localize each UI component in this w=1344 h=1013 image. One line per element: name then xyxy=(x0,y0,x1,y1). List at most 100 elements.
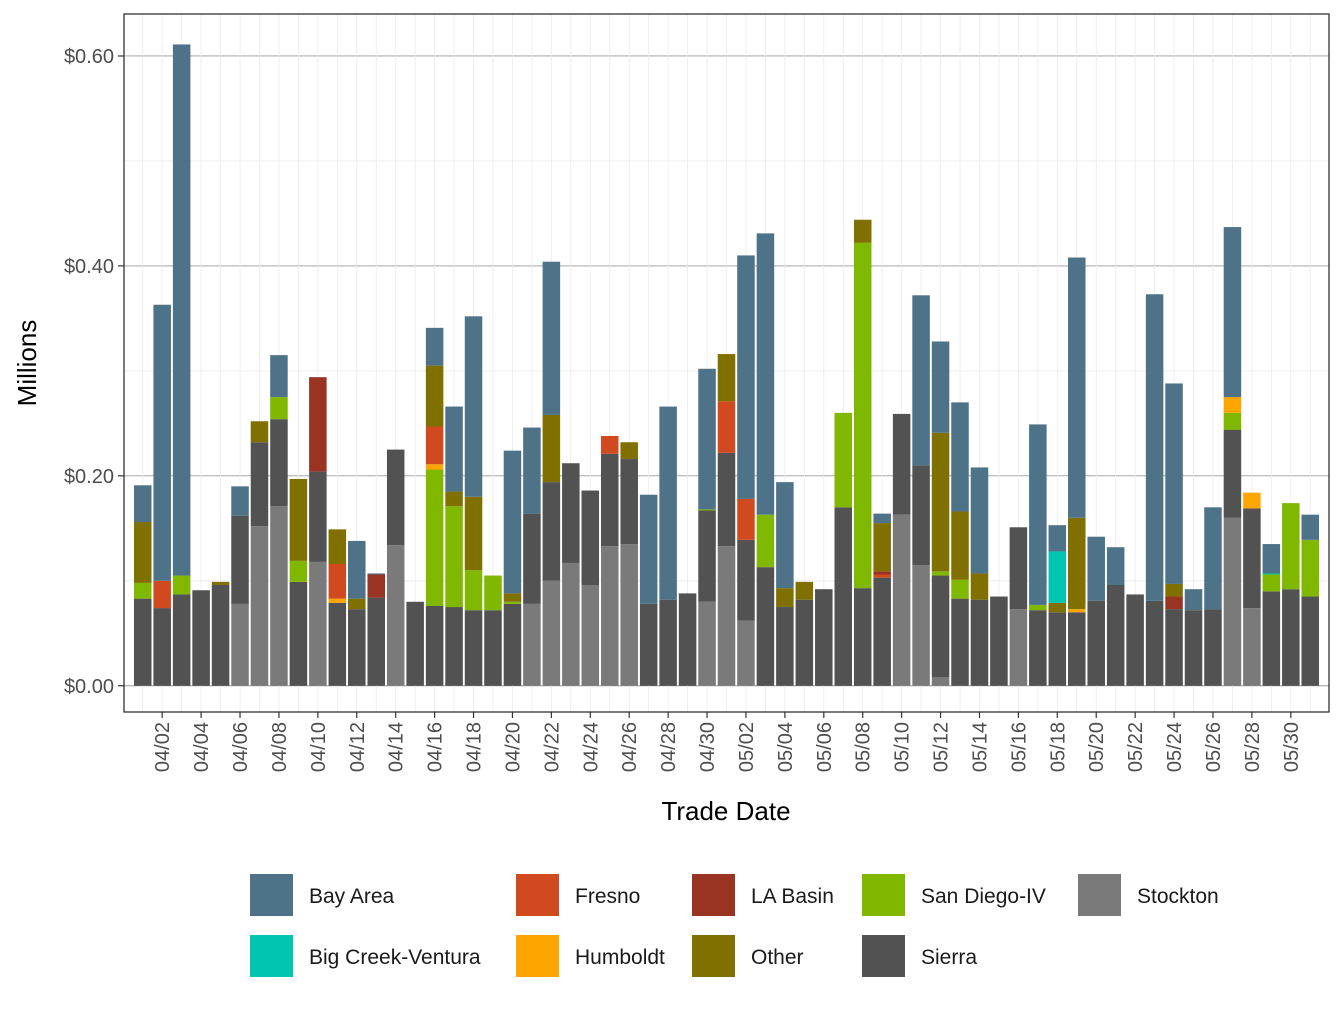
bar-segment-humboldt-04-16 xyxy=(425,464,444,470)
bar-segment-other-04-01 xyxy=(133,522,152,583)
legend-swatch-la-basin xyxy=(692,874,735,916)
bar-segment-bay-area-05-27 xyxy=(1223,227,1242,398)
legend-label-other: Other xyxy=(751,946,804,969)
bar-segment-bay-area-05-19 xyxy=(1068,257,1086,518)
bar-segment-sierra-05-16 xyxy=(1009,527,1028,610)
bar-segment-stockton-04-30 xyxy=(698,601,716,686)
bar-segment-bay-area-05-18 xyxy=(1048,525,1067,552)
bar-segment-stockton-05-27 xyxy=(1223,517,1242,686)
bar-segment-sierra-04-13 xyxy=(367,597,385,686)
bar-segment-stockton-05-12 xyxy=(931,677,950,686)
x-axis: 04/02 04/04 04/06 04/08 04/10 04/12 04/14 04/16… xyxy=(152,712,1303,772)
bar-segment-stockton-04-21 xyxy=(523,603,541,686)
bar-segment-fresno-04-16 xyxy=(425,426,444,465)
bar-segment-sierra-05-06 xyxy=(815,589,833,686)
bar-segment-san-diego-iv-05-29 xyxy=(1262,574,1281,592)
bar-segment-bay-area-05-29 xyxy=(1262,544,1281,574)
bar-segment-san-diego-iv-04-19 xyxy=(484,575,502,611)
bar-segment-other-04-12 xyxy=(348,598,366,610)
bar-segment-sierra-05-12 xyxy=(931,575,950,678)
bar-segment-other-05-24 xyxy=(1165,583,1183,597)
plot-border xyxy=(123,13,1330,713)
bar-segment-other-05-12 xyxy=(931,432,950,572)
y-tick-label: $0.00 xyxy=(64,676,114,698)
y-axis-title: Millions xyxy=(12,320,42,407)
legend-swatch-other xyxy=(692,935,735,977)
bar-segment-fresno-05-01 xyxy=(717,401,736,453)
bar-segment-other-04-09 xyxy=(289,478,308,561)
bar-segment-la-basin-04-10 xyxy=(309,377,327,472)
bar-segment-bay-area-05-02 xyxy=(737,255,755,499)
x-tick-label: 05/08 xyxy=(853,722,875,772)
bar-segment-sierra-05-14 xyxy=(970,599,989,686)
bar-segment-sierra-04-04 xyxy=(192,590,210,686)
bar-segment-sierra-05-05 xyxy=(795,599,814,686)
bar-segment-san-diego-iv-04-09 xyxy=(289,560,308,582)
x-tick-label: 04/02 xyxy=(152,722,174,772)
bar-segment-bay-area-05-24 xyxy=(1165,383,1183,584)
bar-segment-other-04-05 xyxy=(211,581,230,585)
bar-segment-humboldt-05-19 xyxy=(1068,609,1086,613)
bar-segment-sierra-05-01 xyxy=(717,452,736,547)
bar-segment-bay-area-05-04 xyxy=(776,482,794,589)
y-tick-label: $0.60 xyxy=(64,46,114,68)
x-tick-label: 04/26 xyxy=(619,722,641,772)
bar-segment-sierra-04-08 xyxy=(270,419,288,507)
bar-segment-other-05-14 xyxy=(970,573,989,600)
legend-label-big-creek-ventura: Big Creek-Ventura xyxy=(309,946,481,969)
x-tick-label: 05/26 xyxy=(1203,722,1225,772)
bar-segment-other-04-11 xyxy=(328,529,347,565)
y-tick-label: $0.20 xyxy=(64,466,114,488)
legend-swatch-san-diego-iv xyxy=(862,874,905,916)
bar-segment-san-diego-iv-05-17 xyxy=(1029,604,1047,611)
bar-segment-fresno-05-02 xyxy=(737,498,755,540)
bars xyxy=(133,44,1320,686)
legend-swatch-sierra xyxy=(862,935,905,977)
x-tick-label: 04/12 xyxy=(347,722,369,772)
bar-segment-bay-area-04-30 xyxy=(698,368,716,510)
bar-segment-sierra-05-21 xyxy=(1106,584,1125,686)
legend-label-sierra: Sierra xyxy=(921,946,977,969)
bar-segment-san-diego-iv-04-30 xyxy=(698,509,716,511)
x-tick-label: 05/02 xyxy=(736,722,758,772)
bar-segment-bay-area-05-26 xyxy=(1204,507,1222,610)
bar-segment-bay-area-04-22 xyxy=(542,261,561,415)
x-tick-label: 05/06 xyxy=(814,722,836,772)
bar-segment-san-diego-iv-05-30 xyxy=(1282,503,1300,590)
bar-segment-humboldt-04-11 xyxy=(328,598,347,603)
bar-segment-san-diego-iv-05-12 xyxy=(931,571,950,576)
bar-segment-stockton-05-01 xyxy=(717,546,736,686)
bar-segment-sierra-05-23 xyxy=(1145,600,1164,686)
x-tick-label: 04/24 xyxy=(580,722,602,772)
x-tick-label: 04/14 xyxy=(386,722,408,772)
bar-segment-stockton-05-10 xyxy=(892,514,911,686)
bar-segment-san-diego-iv-04-08 xyxy=(270,397,288,420)
bar-segment-other-05-01 xyxy=(717,354,736,402)
bar-segment-san-diego-iv-04-18 xyxy=(464,570,483,611)
bar-segment-other-05-13 xyxy=(951,511,969,580)
bar-segment-sierra-04-22 xyxy=(542,482,561,581)
x-tick-label: 04/06 xyxy=(230,722,252,772)
bar-segment-sierra-04-23 xyxy=(562,463,580,563)
x-tick-label: 05/28 xyxy=(1242,722,1264,772)
x-tick-label: 05/22 xyxy=(1125,722,1147,772)
bar-segment-stockton-05-28 xyxy=(1243,608,1261,686)
bar-segment-sierra-04-27 xyxy=(639,603,658,686)
bar-segment-san-diego-iv-04-03 xyxy=(172,575,191,595)
bar-segment-other-05-05 xyxy=(795,581,814,600)
x-tick-label: 04/08 xyxy=(269,722,291,772)
bar-segment-stockton-04-25 xyxy=(600,546,619,686)
bar-segment-bay-area-05-09 xyxy=(873,513,891,524)
bar-segment-san-diego-iv-05-07 xyxy=(834,412,853,508)
bar-segment-stockton-04-07 xyxy=(250,526,269,686)
bar-segment-bay-area-04-16 xyxy=(425,327,444,366)
bar-segment-fresno-04-25 xyxy=(600,435,619,454)
bar-segment-la-basin-04-13 xyxy=(367,574,385,598)
bar-segment-bay-area-04-27 xyxy=(639,494,658,604)
bar-segment-fresno-04-02 xyxy=(153,580,171,609)
bar-segment-sierra-04-01 xyxy=(133,598,152,686)
bar-segment-sierra-04-10 xyxy=(309,471,327,562)
bar-segment-sierra-04-11 xyxy=(328,602,347,686)
bar-segment-bay-area-05-03 xyxy=(756,233,775,515)
legend-swatch-fresno xyxy=(516,874,559,916)
